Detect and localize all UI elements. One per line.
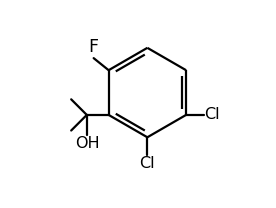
Text: F: F xyxy=(89,38,99,56)
Text: OH: OH xyxy=(76,136,100,151)
Text: Cl: Cl xyxy=(205,107,220,123)
Text: Cl: Cl xyxy=(140,156,155,171)
